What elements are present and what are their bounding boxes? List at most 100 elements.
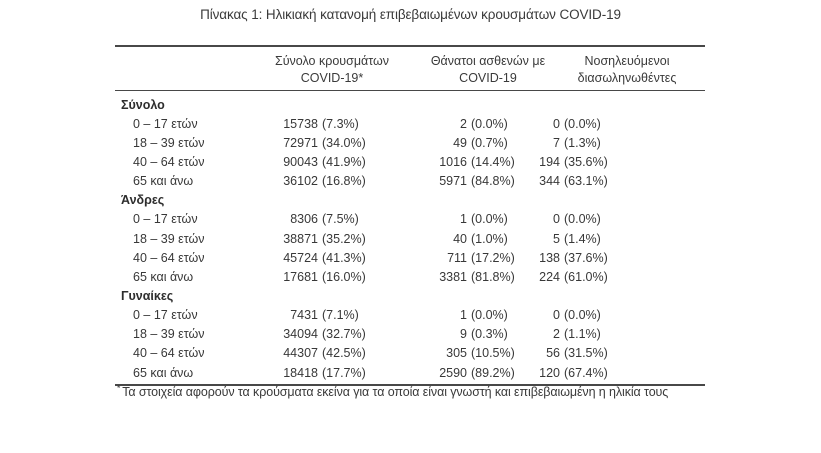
count-value: 0 <box>553 308 560 323</box>
column-header-intubated: Νοσηλευόμενοι διασωληνωθέντες <box>578 53 677 86</box>
data-row: 40 – 64 ετών 90043 (41.9%) 1016 (14.4%) 194 (3… <box>115 152 705 171</box>
age-group-label: 0 – 17 ετών <box>133 308 198 323</box>
percent-value: (32.7%) <box>322 327 366 342</box>
age-group-label: 18 – 39 ετών <box>133 327 205 342</box>
percent-value: (14.4%) <box>471 154 515 169</box>
data-row: 65 και άνω 36102 (16.8%) 5971 (84.8%) 344 (63.… <box>115 172 705 191</box>
count-value: 305 <box>446 346 467 361</box>
cases-cell: 18418 (17.7%) <box>255 366 366 380</box>
count-value: 5971 <box>439 174 467 189</box>
count-value: 2 <box>553 327 560 342</box>
intubated-cell: 0 (0.0%) <box>491 117 601 131</box>
footnote-text: Τα στοιχεία αφορούν τα κρούσματα εκείνα … <box>122 385 669 400</box>
column-header-line: COVID-19 <box>459 70 517 85</box>
age-group-label: 40 – 64 ετών <box>133 154 205 169</box>
percent-value: (0.0%) <box>471 308 508 323</box>
count-value: 1 <box>460 308 467 323</box>
age-group-label: 18 – 39 ετών <box>133 135 205 150</box>
column-header-line: διασωληνωθέντες <box>577 70 677 85</box>
deaths-cell: 305 (10.5%) <box>398 346 515 360</box>
count-value: 138 <box>539 250 560 265</box>
cases-cell: 36102 (16.8%) <box>255 174 366 188</box>
percent-value: (17.7%) <box>322 365 366 380</box>
table-header-row: Σύνολο κρουσμάτων COVID-19* Θάνατοι ασθε… <box>115 47 705 91</box>
count-value: 7431 <box>290 308 318 323</box>
count-value: 36102 <box>283 174 318 189</box>
intubated-cell: 194 (35.6%) <box>491 155 608 169</box>
data-row: 0 – 17 ετών 15738 (7.3%) 2 (0.0%) 0 (0.0%) <box>115 114 705 133</box>
percent-value: (42.5%) <box>322 346 366 361</box>
cases-cell: 44307 (42.5%) <box>255 346 366 360</box>
count-value: 7 <box>553 135 560 150</box>
percent-value: (7.5%) <box>322 212 359 227</box>
percent-value: (61.0%) <box>564 269 608 284</box>
count-value: 5 <box>553 231 560 246</box>
percent-value: (0.0%) <box>564 116 601 131</box>
deaths-cell: 711 (17.2%) <box>398 251 515 265</box>
age-group-label: 18 – 39 ετών <box>133 231 205 246</box>
table-body: Σύνολο 0 – 17 ετών 15738 (7.3%) 2 (0.0%) 0 (0.0… <box>115 91 705 384</box>
percent-value: (7.3%) <box>322 116 359 131</box>
count-value: 38871 <box>283 231 318 246</box>
data-row: 40 – 64 ετών 44307 (42.5%) 305 (10.5%) 56 (31.… <box>115 344 705 363</box>
column-header-line: COVID-19* <box>300 70 364 85</box>
deaths-cell: 9 (0.3%) <box>398 327 508 341</box>
deaths-cell: 3381 (81.8%) <box>398 270 515 284</box>
percent-value: (16.8%) <box>322 174 366 189</box>
intubated-cell: 344 (63.1%) <box>491 174 608 188</box>
cases-cell: 45724 (41.3%) <box>255 251 366 265</box>
percent-value: (16.0%) <box>322 269 366 284</box>
section-label: Γυναίκες <box>121 288 174 303</box>
count-value: 90043 <box>283 154 318 169</box>
count-value: 40 <box>453 231 467 246</box>
percent-value: (35.2%) <box>322 231 366 246</box>
data-row: 0 – 17 ετών 7431 (7.1%) 1 (0.0%) 0 (0.0%) <box>115 306 705 325</box>
count-value: 120 <box>539 365 560 380</box>
percent-value: (35.6%) <box>564 154 608 169</box>
age-group-label: 65 και άνω <box>133 269 194 284</box>
table-title: Πίνακας 1: Ηλικιακή κατανομή επιβεβαιωμέ… <box>200 7 621 22</box>
data-row: 65 και άνω 18418 (17.7%) 2590 (89.2%) 120 (67.… <box>115 363 705 382</box>
percent-value: (0.0%) <box>564 308 601 323</box>
count-value: 9 <box>460 327 467 342</box>
cases-cell: 8306 (7.5%) <box>255 212 359 226</box>
count-value: 45724 <box>283 250 318 265</box>
intubated-cell: 0 (0.0%) <box>491 212 601 226</box>
deaths-cell: 1 (0.0%) <box>398 212 508 226</box>
percent-value: (41.9%) <box>322 154 366 169</box>
count-value: 56 <box>546 346 560 361</box>
percent-value: (1.0%) <box>471 231 508 246</box>
age-group-label: 40 – 64 ετών <box>133 250 205 265</box>
percent-value: (1.3%) <box>564 135 601 150</box>
percent-value: (31.5%) <box>564 346 608 361</box>
age-group-label: 65 και άνω <box>133 365 194 380</box>
deaths-cell: 1 (0.0%) <box>398 308 508 322</box>
intubated-cell: 5 (1.4%) <box>491 232 601 246</box>
deaths-cell: 2 (0.0%) <box>398 117 508 131</box>
percent-value: (0.0%) <box>564 212 601 227</box>
percent-value: (84.8%) <box>471 174 515 189</box>
cases-cell: 34094 (32.7%) <box>255 327 366 341</box>
count-value: 344 <box>539 174 560 189</box>
cases-cell: 17681 (16.0%) <box>255 270 366 284</box>
percent-value: (89.2%) <box>471 365 515 380</box>
count-value: 3381 <box>439 269 467 284</box>
percent-value: (1.1%) <box>564 327 601 342</box>
section-label: Άνδρες <box>121 193 165 208</box>
data-row: 40 – 64 ετών 45724 (41.3%) 711 (17.2%) 138 (37… <box>115 248 705 267</box>
percent-value: (7.1%) <box>322 308 359 323</box>
column-header-line: Σύνολο κρουσμάτων <box>274 54 390 68</box>
deaths-cell: 1016 (14.4%) <box>398 155 515 169</box>
data-row: 18 – 39 ετών 34094 (32.7%) 9 (0.3%) 2 (1.1%) <box>115 325 705 344</box>
percent-value: (34.0%) <box>322 135 366 150</box>
count-value: 224 <box>539 269 560 284</box>
intubated-cell: 0 (0.0%) <box>491 308 601 322</box>
column-header-line: Θάνατοι ασθενών με <box>430 54 546 68</box>
count-value: 49 <box>453 135 467 150</box>
deaths-cell: 40 (1.0%) <box>398 232 508 246</box>
column-header-total-cases: Σύνολο κρουσμάτων COVID-19* <box>275 53 389 86</box>
cases-cell: 72971 (34.0%) <box>255 136 366 150</box>
percent-value: (0.7%) <box>471 135 508 150</box>
age-group-label: 0 – 17 ετών <box>133 212 198 227</box>
